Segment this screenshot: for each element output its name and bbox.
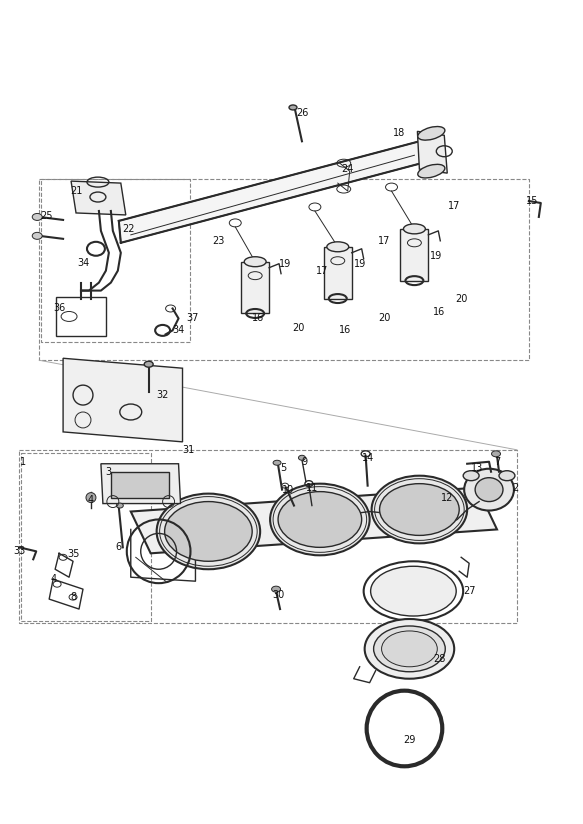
Text: 10: 10: [282, 485, 294, 494]
Text: 11: 11: [305, 483, 318, 493]
Text: 9: 9: [302, 456, 308, 466]
Text: 13: 13: [471, 463, 483, 473]
Text: 20: 20: [378, 313, 391, 324]
Ellipse shape: [270, 484, 370, 555]
Text: 16: 16: [433, 307, 445, 317]
Text: 4: 4: [50, 574, 56, 584]
Ellipse shape: [491, 451, 500, 456]
Ellipse shape: [374, 626, 445, 672]
Ellipse shape: [380, 484, 459, 536]
Text: 18: 18: [394, 129, 406, 138]
Polygon shape: [417, 131, 447, 173]
Ellipse shape: [117, 503, 124, 508]
Ellipse shape: [273, 461, 281, 466]
Circle shape: [86, 493, 96, 503]
Text: 15: 15: [526, 196, 538, 206]
Ellipse shape: [32, 213, 42, 220]
Ellipse shape: [278, 492, 361, 547]
Text: 28: 28: [433, 653, 445, 664]
Text: 35: 35: [67, 550, 79, 559]
Ellipse shape: [499, 471, 515, 480]
Text: 29: 29: [403, 736, 416, 746]
Text: 1: 1: [20, 456, 26, 466]
Text: 5: 5: [280, 463, 286, 473]
Ellipse shape: [144, 361, 153, 368]
Ellipse shape: [418, 164, 445, 178]
Ellipse shape: [403, 224, 426, 234]
Text: 36: 36: [53, 303, 65, 313]
Ellipse shape: [464, 469, 514, 511]
Text: 37: 37: [187, 313, 199, 324]
Text: 27: 27: [463, 586, 475, 596]
Ellipse shape: [32, 232, 42, 239]
Text: 17: 17: [315, 265, 328, 276]
Ellipse shape: [164, 502, 252, 561]
Polygon shape: [131, 488, 497, 554]
Ellipse shape: [298, 456, 305, 461]
Text: 3: 3: [106, 466, 112, 477]
Polygon shape: [111, 471, 168, 498]
Ellipse shape: [463, 471, 479, 480]
Polygon shape: [63, 358, 182, 442]
Text: 14: 14: [361, 452, 374, 463]
Ellipse shape: [418, 127, 445, 140]
Text: 7: 7: [494, 456, 500, 466]
Polygon shape: [71, 181, 126, 215]
Text: 20: 20: [292, 323, 304, 334]
Ellipse shape: [244, 257, 266, 267]
Ellipse shape: [381, 631, 437, 667]
Polygon shape: [119, 141, 422, 243]
Text: 26: 26: [296, 109, 308, 119]
Text: 16: 16: [339, 325, 351, 335]
Polygon shape: [101, 464, 181, 503]
Text: 2: 2: [512, 483, 518, 493]
Ellipse shape: [475, 478, 503, 502]
Text: 25: 25: [40, 211, 52, 221]
Text: 31: 31: [182, 445, 195, 455]
Ellipse shape: [272, 586, 280, 592]
Text: 16: 16: [252, 313, 264, 324]
Text: 6: 6: [116, 542, 122, 552]
Polygon shape: [401, 229, 429, 281]
Ellipse shape: [371, 475, 467, 543]
Polygon shape: [324, 247, 352, 298]
Text: 24: 24: [342, 164, 354, 174]
Text: 19: 19: [279, 259, 291, 269]
Ellipse shape: [157, 494, 260, 569]
Text: 21: 21: [70, 186, 82, 196]
Text: 8: 8: [70, 592, 76, 602]
Text: 33: 33: [13, 546, 26, 556]
Text: 34: 34: [77, 258, 89, 268]
Text: 17: 17: [448, 201, 461, 211]
Text: 19: 19: [430, 250, 442, 260]
Text: 17: 17: [378, 236, 391, 246]
Ellipse shape: [371, 566, 456, 616]
Ellipse shape: [327, 241, 349, 252]
Ellipse shape: [364, 619, 454, 679]
Text: 19: 19: [353, 259, 366, 269]
Text: 12: 12: [441, 493, 454, 503]
Ellipse shape: [289, 105, 297, 110]
Text: 22: 22: [122, 224, 135, 234]
Text: 4: 4: [88, 494, 94, 504]
Text: 34: 34: [173, 325, 185, 335]
Text: 20: 20: [455, 293, 468, 303]
Text: 32: 32: [156, 390, 169, 400]
Polygon shape: [241, 262, 269, 313]
Text: 30: 30: [272, 590, 284, 600]
Text: 23: 23: [212, 236, 224, 246]
